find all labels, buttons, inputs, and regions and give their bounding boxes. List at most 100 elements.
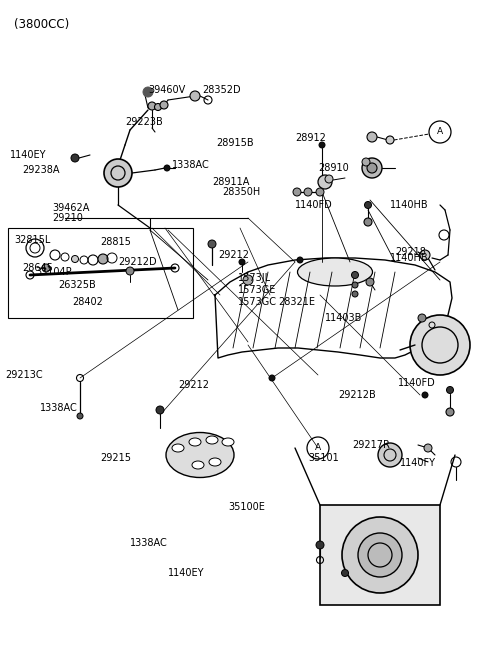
Circle shape bbox=[156, 406, 164, 414]
Ellipse shape bbox=[172, 444, 184, 452]
Circle shape bbox=[148, 102, 156, 110]
Text: 1140FD: 1140FD bbox=[295, 200, 333, 210]
Bar bbox=[8, 228, 193, 318]
Text: 29212: 29212 bbox=[218, 250, 249, 260]
Circle shape bbox=[367, 163, 377, 173]
Text: 35101: 35101 bbox=[308, 453, 339, 463]
Text: 28911A: 28911A bbox=[212, 177, 250, 187]
Circle shape bbox=[316, 188, 324, 196]
Circle shape bbox=[72, 255, 79, 263]
Text: 29210: 29210 bbox=[52, 213, 83, 223]
Circle shape bbox=[98, 254, 108, 264]
Ellipse shape bbox=[222, 438, 234, 446]
Text: 1140EY: 1140EY bbox=[168, 568, 204, 578]
Circle shape bbox=[160, 101, 168, 109]
Text: 1573GE: 1573GE bbox=[238, 285, 276, 295]
Text: 33104P: 33104P bbox=[35, 267, 72, 277]
Circle shape bbox=[378, 443, 402, 467]
Circle shape bbox=[208, 240, 216, 248]
Circle shape bbox=[418, 314, 426, 322]
Ellipse shape bbox=[189, 438, 201, 446]
Text: 28350H: 28350H bbox=[222, 187, 260, 197]
Ellipse shape bbox=[166, 432, 234, 477]
Text: 39460V: 39460V bbox=[148, 85, 185, 95]
Text: 28912: 28912 bbox=[295, 133, 326, 143]
Text: 1140HB: 1140HB bbox=[390, 200, 429, 210]
Bar bbox=[320, 505, 440, 605]
Text: 1338AC: 1338AC bbox=[40, 403, 78, 413]
Text: 26325B: 26325B bbox=[58, 280, 96, 290]
Circle shape bbox=[297, 257, 303, 263]
Circle shape bbox=[319, 142, 325, 148]
Circle shape bbox=[104, 159, 132, 187]
Text: 1140FD: 1140FD bbox=[398, 378, 436, 388]
Text: 1573JL: 1573JL bbox=[238, 273, 271, 283]
Text: 29212B: 29212B bbox=[338, 390, 376, 400]
Circle shape bbox=[362, 158, 370, 166]
Circle shape bbox=[269, 375, 275, 381]
Circle shape bbox=[126, 267, 134, 275]
Text: 29218: 29218 bbox=[395, 247, 426, 257]
Circle shape bbox=[342, 517, 418, 593]
Text: 29223B: 29223B bbox=[125, 117, 163, 127]
Text: 29238A: 29238A bbox=[22, 165, 60, 175]
Text: 1140EY: 1140EY bbox=[10, 150, 47, 160]
Text: 29212: 29212 bbox=[178, 380, 209, 390]
Circle shape bbox=[239, 259, 245, 265]
Text: 32815L: 32815L bbox=[14, 235, 50, 245]
Circle shape bbox=[364, 202, 372, 208]
Text: 1338AC: 1338AC bbox=[130, 538, 168, 548]
Text: 28402: 28402 bbox=[72, 297, 103, 307]
Circle shape bbox=[386, 136, 394, 144]
Circle shape bbox=[293, 188, 301, 196]
Circle shape bbox=[358, 533, 402, 577]
Text: 1573GC: 1573GC bbox=[238, 297, 277, 307]
Text: 28352D: 28352D bbox=[202, 85, 240, 95]
Circle shape bbox=[243, 275, 253, 285]
Circle shape bbox=[143, 87, 153, 97]
Circle shape bbox=[352, 291, 358, 297]
Circle shape bbox=[446, 386, 454, 394]
Circle shape bbox=[42, 264, 50, 272]
Circle shape bbox=[352, 282, 358, 288]
Circle shape bbox=[155, 103, 161, 111]
Text: 1140HB: 1140HB bbox=[390, 253, 429, 263]
Ellipse shape bbox=[298, 258, 372, 286]
Text: 28645: 28645 bbox=[22, 263, 53, 273]
Text: 29217R: 29217R bbox=[352, 440, 390, 450]
Ellipse shape bbox=[209, 458, 221, 466]
Ellipse shape bbox=[206, 436, 218, 444]
Text: 35100E: 35100E bbox=[228, 502, 265, 512]
Circle shape bbox=[190, 91, 200, 101]
Circle shape bbox=[325, 175, 333, 183]
Text: A: A bbox=[437, 128, 443, 136]
Ellipse shape bbox=[192, 461, 204, 469]
Circle shape bbox=[446, 408, 454, 416]
Circle shape bbox=[420, 250, 430, 260]
Text: 29212D: 29212D bbox=[118, 257, 156, 267]
Text: 1140FY: 1140FY bbox=[400, 458, 436, 468]
Text: 28815: 28815 bbox=[100, 237, 131, 247]
Circle shape bbox=[341, 569, 348, 576]
Text: 28321E: 28321E bbox=[278, 297, 315, 307]
Circle shape bbox=[318, 175, 332, 189]
Circle shape bbox=[316, 541, 324, 549]
Text: 1338AC: 1338AC bbox=[172, 160, 210, 170]
Circle shape bbox=[77, 413, 83, 419]
Circle shape bbox=[410, 315, 470, 375]
Circle shape bbox=[304, 188, 312, 196]
Text: 11403B: 11403B bbox=[325, 313, 362, 323]
Circle shape bbox=[367, 132, 377, 142]
Circle shape bbox=[164, 165, 170, 171]
Circle shape bbox=[424, 444, 432, 452]
Text: 29213C: 29213C bbox=[5, 370, 43, 380]
Text: 29215: 29215 bbox=[100, 453, 131, 463]
Text: (3800CC): (3800CC) bbox=[14, 18, 69, 31]
Circle shape bbox=[362, 158, 382, 178]
Text: A: A bbox=[315, 443, 321, 453]
Circle shape bbox=[351, 272, 359, 278]
Text: 28910: 28910 bbox=[318, 163, 349, 173]
Circle shape bbox=[364, 218, 372, 226]
Circle shape bbox=[422, 392, 428, 398]
Circle shape bbox=[71, 154, 79, 162]
